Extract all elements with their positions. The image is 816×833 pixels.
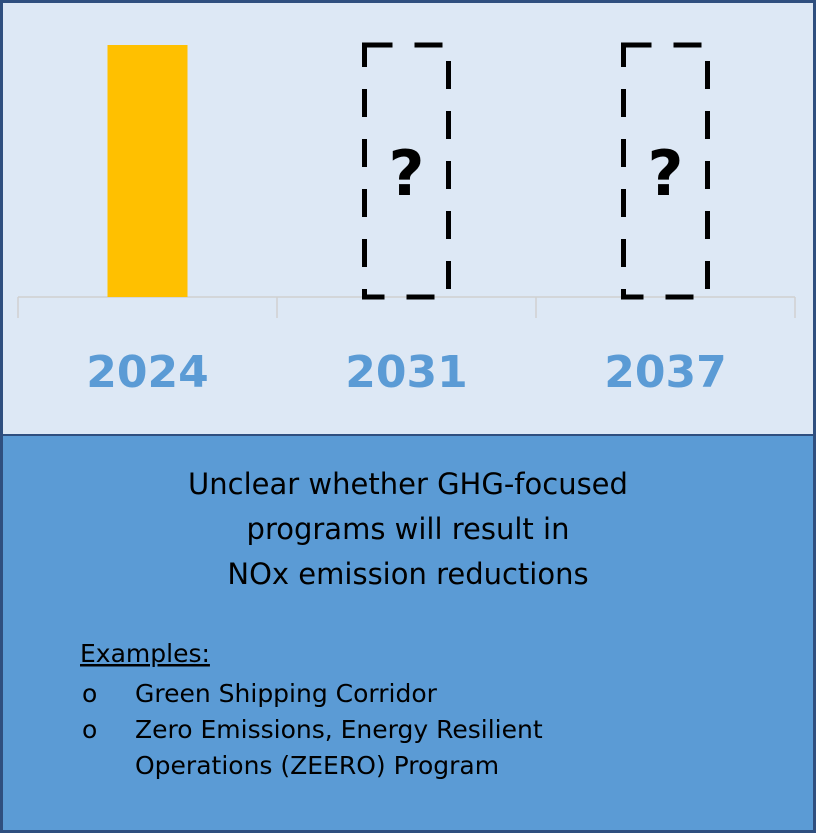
value-label: ? bbox=[648, 137, 684, 210]
note-line: Unclear whether GHG-focused bbox=[188, 467, 628, 501]
note-line: programs will result in bbox=[247, 512, 570, 546]
bullet: o bbox=[82, 679, 97, 708]
placeholder-box bbox=[621, 42, 710, 300]
example-item: Zero Emissions, Energy Resilient bbox=[135, 715, 543, 744]
value-label: ? bbox=[389, 137, 425, 210]
placeholder-box bbox=[362, 42, 451, 300]
example-item: Green Shipping Corridor bbox=[135, 679, 438, 708]
x-tick-label: 2037 bbox=[604, 347, 726, 398]
bar bbox=[107, 45, 188, 297]
note-panel bbox=[3, 435, 813, 830]
x-tick-label: 2024 bbox=[86, 347, 208, 398]
bullet: o bbox=[82, 715, 97, 744]
note-line: NOx emission reductions bbox=[227, 557, 588, 591]
examples-heading: Examples: bbox=[80, 639, 210, 668]
example-item: Operations (ZEERO) Program bbox=[135, 751, 499, 780]
x-tick-label: 2031 bbox=[345, 347, 467, 398]
